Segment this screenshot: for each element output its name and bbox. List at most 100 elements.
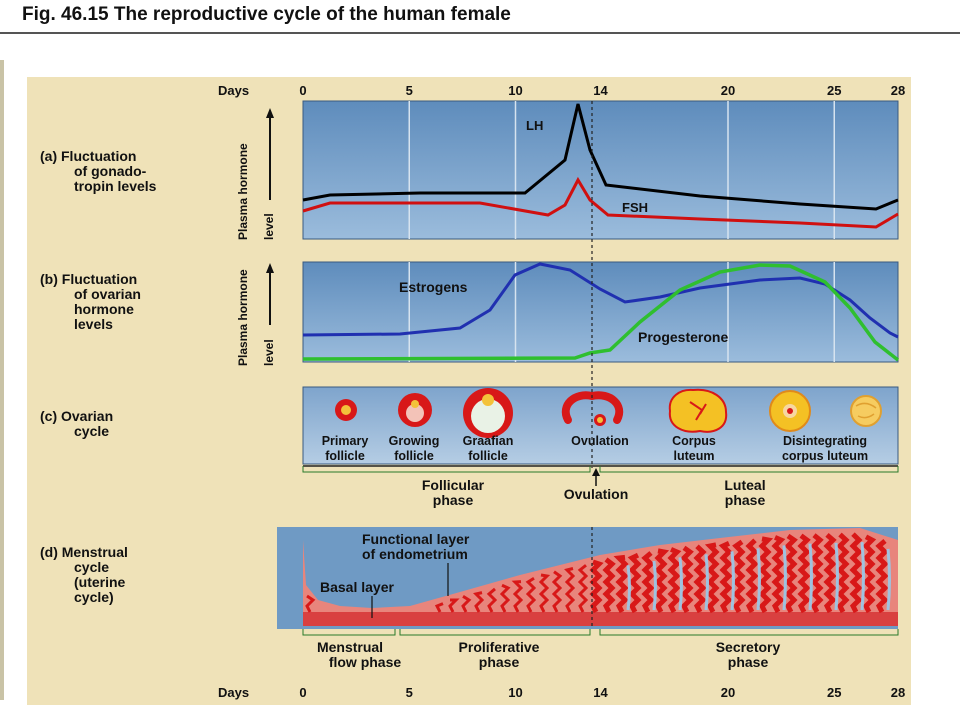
stage-5-line1: Corpus (672, 434, 716, 448)
degenerated-corpus-icon (850, 395, 882, 427)
spiral-artery (704, 542, 720, 614)
panel-a-y-label-line2: level (262, 213, 276, 240)
spiral-artery (680, 545, 694, 614)
spiral-artery (732, 539, 746, 614)
luteal-phase-label: Luteal phase (724, 477, 765, 508)
panel-b-plot (302, 261, 899, 363)
day-tick-0: 0 (299, 83, 306, 98)
panel-d-label-line1: (d) Menstrual (40, 544, 128, 560)
progesterone-label: Progesterone (638, 329, 728, 345)
day-tick-25: 25 (827, 685, 841, 700)
spiral-artery (641, 551, 655, 614)
figure-title: Fig. 46.15 The reproductive cycle of the… (22, 4, 511, 25)
estrogen-curve (302, 262, 899, 339)
uterine-gland (756, 548, 761, 611)
uterine-gland (782, 545, 787, 611)
uterine-gland (678, 557, 683, 611)
panel-b-label-line2: of ovarian (74, 286, 141, 302)
stage-6-line2: corpus luteum (782, 449, 868, 463)
secretory-bracket (599, 629, 899, 636)
spiral-artery (797, 533, 811, 614)
follicular-line2: phase (433, 492, 474, 508)
spiral-artery (564, 567, 576, 613)
day-tick-5: 5 (406, 83, 413, 98)
spiral-artery (551, 570, 563, 613)
panel-b-label-line3: hormone (74, 301, 134, 317)
spiral-artery (667, 547, 682, 614)
luteal-line1: Luteal (724, 477, 765, 493)
estrogens-label: Estrogens (399, 279, 468, 295)
spiral-artery (577, 564, 589, 613)
day-tick-14: 14 (593, 83, 608, 98)
stage-2-line1: Growing (389, 434, 440, 448)
lh-curve (302, 103, 899, 211)
corpus-luteum-label: Corpus luteum (672, 434, 716, 463)
fsh-label: FSH (622, 200, 648, 215)
basal-layer-label: Basal layer (320, 579, 394, 595)
spiral-artery (461, 595, 472, 613)
uterine-gland (730, 551, 735, 611)
spiral-artery (810, 533, 824, 614)
panel-d-label-line4: cycle) (74, 589, 114, 605)
days-label-top: Days (218, 83, 249, 98)
graafian-follicle-icon (463, 388, 513, 438)
proliferative-line1: Proliferative (459, 639, 540, 655)
ovulation-phase-label: Ovulation (564, 486, 629, 502)
spiral-artery (627, 552, 642, 614)
basal-layer (303, 612, 898, 626)
panel-b-gridlines (408, 262, 835, 362)
panel-a-label-line2: of gonado- (74, 163, 147, 179)
panel-b-y-arrowhead (266, 263, 274, 273)
stage-1-line1: Primary (322, 434, 369, 448)
menstrual-line1: Menstrual (317, 639, 383, 655)
day-tick-25: 25 (827, 83, 841, 98)
growing-follicle-icon (398, 393, 432, 427)
luteal-line2: phase (725, 492, 766, 508)
title-divider (0, 32, 960, 34)
ovulation-stage-label: Ovulation (571, 434, 629, 448)
spiral-artery (745, 538, 759, 614)
day-tick-20: 20 (721, 83, 735, 98)
panel-a-y-label-line1: Plasma hormone (236, 143, 250, 240)
day-ticks-bottom: 0 5 10 14 20 25 28 (299, 685, 905, 700)
day-tick-28: 28 (891, 685, 905, 700)
follicular-bracket (302, 466, 591, 473)
spiral-artery (654, 548, 670, 614)
disintegrating-corpus-luteum-icon (769, 390, 811, 432)
spiral-artery (613, 554, 629, 614)
spiral-artery (538, 573, 551, 613)
secretory-line2: phase (728, 654, 769, 670)
spiral-artery (589, 559, 604, 614)
spiral-artery (511, 580, 524, 613)
menstrual-phase-label: Menstrual flow phase (317, 639, 401, 670)
functional-layer-annotation: Functional layer of endometrium (362, 531, 470, 596)
proliferative-bracket (399, 629, 591, 636)
spiral-artery (771, 535, 786, 614)
day-tick-14: 14 (593, 685, 608, 700)
day-tick-0: 0 (299, 685, 306, 700)
uterine-gland (860, 541, 865, 611)
menstrual-line2: flow phase (329, 654, 402, 670)
spiral-artery (836, 532, 850, 614)
uterine-gland (834, 542, 839, 611)
spiral-artery (823, 532, 837, 614)
spiral-artery (849, 532, 863, 614)
follicular-phase-label: Follicular phase (422, 477, 485, 508)
uterine-glands (626, 541, 891, 611)
uterine-gland (626, 565, 631, 611)
day-tick-20: 20 (721, 685, 735, 700)
day-tick-10: 10 (508, 685, 522, 700)
spiral-artery (875, 539, 889, 614)
graafian-follicle-label: Graafian follicle (463, 434, 514, 463)
spiral-artery (784, 533, 798, 614)
slide-edge (0, 60, 4, 700)
stage-3-line2: follicle (468, 449, 508, 463)
luteal-bracket (599, 466, 899, 473)
panel-c-label: (c) Ovarian cycle (40, 408, 113, 439)
proliferative-line2: phase (479, 654, 520, 670)
panel-a-label-line3: tropin levels (74, 178, 157, 194)
functional-layer-line2: of endometrium (362, 546, 468, 562)
menstrual-bracket (302, 629, 396, 636)
spiral-artery (525, 576, 537, 613)
